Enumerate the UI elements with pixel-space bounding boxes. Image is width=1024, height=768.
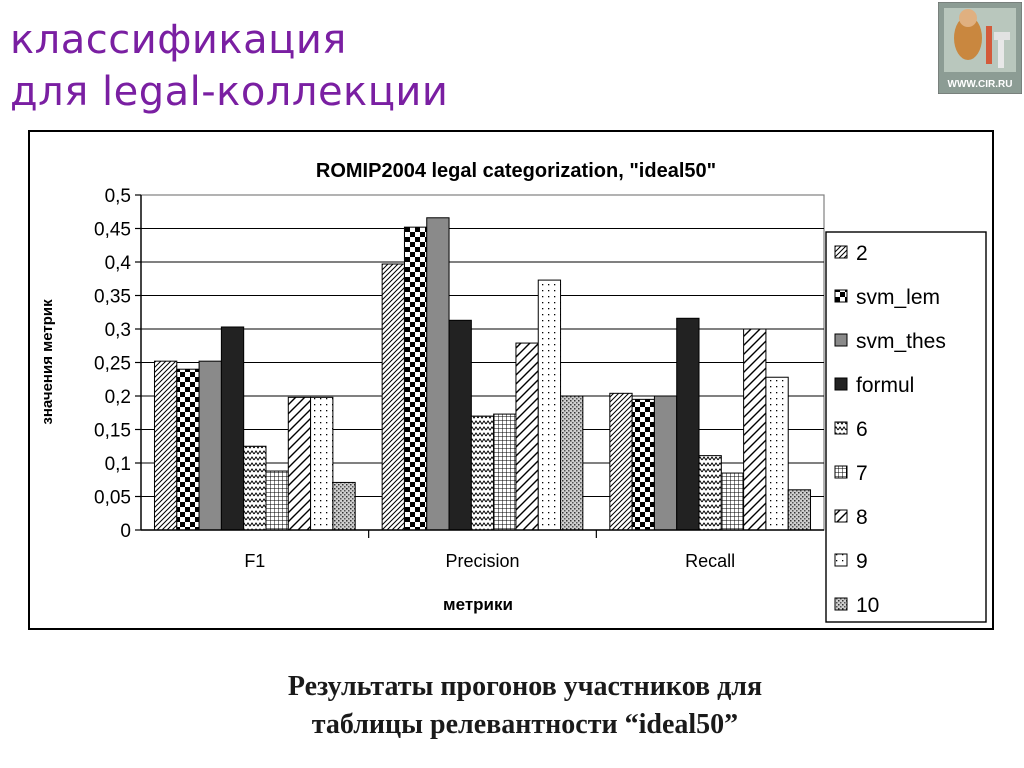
bar-precision-svm-thes: [426, 217, 450, 531]
legend-label: formul: [856, 374, 914, 397]
bar-recall-9: [765, 376, 789, 531]
x-tick-label: F1: [244, 551, 265, 571]
legend-swatch: [834, 465, 848, 479]
bar-recall-10: [787, 489, 812, 531]
bar-f1-svm-thes: [198, 360, 222, 531]
y-tick-label: 0,45: [94, 220, 131, 241]
legend-swatch: [834, 597, 848, 611]
y-tick-label: 0,4: [105, 253, 132, 274]
logo-text: WWW.CIR.RU: [948, 79, 1013, 90]
bar-precision-svm-lem: [403, 226, 428, 531]
caption-line-2: таблицы релевантности “ideal50”: [311, 709, 739, 740]
bar-f1-9: [310, 396, 334, 531]
x-axis-label: метрики: [443, 595, 513, 614]
bar-f1-8: [287, 396, 312, 531]
bar-f1-svm-lem: [176, 368, 200, 531]
bar-recall-8: [743, 328, 767, 531]
y-tick-label: 0,3: [105, 320, 131, 341]
bar-precision-2: [381, 263, 405, 531]
legend-box: [825, 231, 987, 623]
y-tick-label: 0,5: [105, 186, 131, 207]
legend-label: svm_thes: [856, 330, 946, 353]
legend-label: svm_lem: [856, 286, 940, 309]
y-tick-label: 0,35: [94, 287, 131, 308]
slide-title-line-1: классификация: [10, 17, 347, 63]
legend-swatch: [834, 421, 848, 435]
bar-recall-7: [720, 472, 745, 531]
x-tick-label: Recall: [685, 551, 735, 571]
bar-f1-2: [153, 360, 178, 531]
legend-label: 9: [856, 550, 868, 573]
y-tick-label: 0,15: [94, 421, 131, 442]
legend-label: 7: [856, 462, 868, 485]
x-tick-label: Precision: [445, 551, 519, 571]
caption-line-1: Результаты прогонов участников для: [287, 671, 763, 702]
slide-title-line-2: для legal-коллекции: [10, 69, 449, 115]
chart-frame: ROMIP2004 legal categorization, "ideal50…: [28, 130, 994, 630]
bar-f1-6: [243, 445, 267, 531]
bar-precision-6: [470, 415, 495, 531]
bar-chart: ROMIP2004 legal categorization, "ideal50…: [39, 160, 987, 623]
bar-recall-svm-thes: [653, 395, 678, 531]
bar-recall-svm-lem: [631, 398, 655, 531]
bar-f1-7: [265, 470, 289, 531]
y-tick-label: 0,1: [105, 454, 131, 475]
y-tick-label: 0,05: [94, 488, 131, 509]
axes: 0 0,05 0,1 0,15 0,2 0,25 0,3 0,35 0,4 0,45 0,5 F1 Pr…: [94, 186, 824, 571]
legend-swatch: [834, 245, 848, 259]
legend-swatch: [834, 333, 848, 347]
legend-label: 2: [856, 242, 868, 265]
bar-f1-10: [332, 481, 356, 531]
legend-label: 10: [856, 594, 879, 617]
bar-precision-7: [493, 413, 517, 531]
y-tick-label: 0: [120, 521, 131, 542]
y-tick-label: 0,25: [94, 354, 131, 375]
bar-precision-8: [515, 342, 539, 531]
y-axis-label: значения метрик: [39, 299, 56, 425]
cir-logo: WWW.CIR.RU: [938, 2, 1022, 94]
slide-title: классификация для legal-коллекции: [10, 14, 448, 118]
legend-swatch: [834, 509, 848, 523]
bar-precision-10: [560, 395, 584, 531]
bar-recall-formul: [676, 317, 700, 531]
legend-label: 8: [856, 506, 868, 529]
bar-f1-formul: [220, 326, 245, 531]
bar-recall-6: [698, 455, 722, 531]
bars: [153, 217, 812, 531]
legend-label: 6: [856, 418, 868, 441]
legend-swatch: [834, 289, 848, 303]
bar-precision-9: [537, 279, 562, 531]
legend-swatch: [834, 377, 848, 391]
slide-caption: Результаты прогонов участников для табли…: [0, 668, 1024, 744]
bar-precision-formul: [448, 319, 472, 531]
bar-recall-2: [609, 392, 633, 531]
legend-swatch: [834, 553, 848, 567]
chart-title: ROMIP2004 legal categorization, "ideal50…: [316, 160, 716, 182]
y-tick-label: 0,2: [105, 387, 131, 408]
